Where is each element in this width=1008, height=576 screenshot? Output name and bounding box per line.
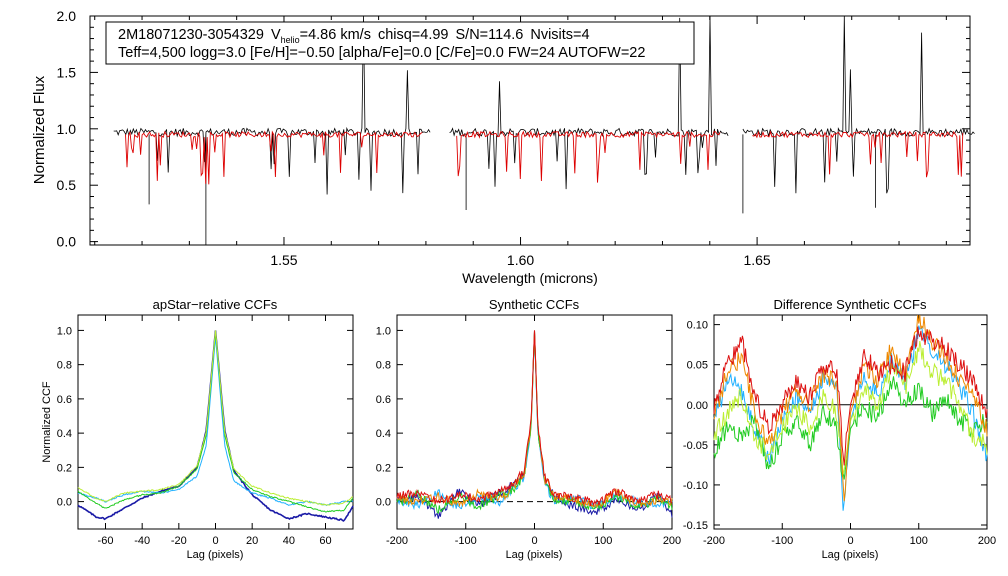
ccf-panel-apstar: apStar−relative CCFs Lag (pixels) Normal… [41, 297, 354, 561]
observed-spectrum-line [113, 15, 975, 245]
ccf-series-line [77, 337, 354, 507]
ccf-xtick-label: -200 [386, 535, 408, 547]
ccf-xlabel: Lag (pixels) [187, 549, 244, 561]
ccf-xlabel: Lag (pixels) [506, 549, 563, 561]
ccf-ytick-label: -0.15 [683, 520, 708, 532]
ccf-ytick-label: 0.0 [376, 497, 391, 509]
ccf-ytick-label: 0.10 [687, 320, 708, 332]
ccf-series-line [77, 332, 354, 513]
vhelio-subscript: helio [281, 35, 300, 45]
spectrum-ytick-label: 2.0 [57, 8, 77, 24]
spectrum-ytick-label: 1.0 [57, 121, 77, 137]
ccf-series-line [713, 341, 988, 475]
spectrum-lines [113, 15, 975, 245]
info-box-frame [105, 21, 695, 65]
info-line-1: 2M18071230-3054329 Vhelio=4.86 km/s chisq=… [118, 27, 590, 45]
ccf-ylabel: Normalized CCF [41, 381, 53, 463]
ccf-ytick-label: 0.4 [57, 428, 72, 440]
ccf-xtick-label: -100 [771, 535, 793, 547]
ccf-series-line [713, 314, 988, 502]
ccf-lines [713, 314, 988, 511]
chisq-value: chisq=4.99 [378, 27, 449, 43]
star-id: 2M18071230-3054329 [118, 27, 264, 43]
ccf-ticks [78, 315, 353, 529]
ccf-series-line [77, 330, 354, 522]
spectrum-info-box: 2M18071230-3054329 Vhelio=4.86 km/s chisq=… [105, 21, 695, 65]
ccf-xtick-label: -20 [171, 535, 187, 547]
ccf-xtick-label: -100 [455, 535, 477, 547]
ccf-xtick-label: -40 [134, 535, 150, 547]
ccf-xtick-label: 20 [246, 535, 258, 547]
ccf-title: Difference Synthetic CCFs [774, 297, 927, 312]
ccf-xtick-label: 100 [594, 535, 612, 547]
ccf-series-line [713, 326, 988, 466]
ccf-tick-labels: -200 -100 0 100 200 0.0 0.2 0.4 0.6 0.8 1.0 [376, 325, 681, 547]
ccf-ytick-label: 0.4 [376, 428, 391, 440]
ccf-xtick-label: 0 [847, 535, 853, 547]
spectrum-xlabel: Wavelength (microns) [462, 270, 598, 286]
ccf-ytick-label: 0.2 [57, 462, 72, 474]
ccf-ytick-label: 0.6 [376, 394, 391, 406]
ccf-xtick-label: 200 [663, 535, 681, 547]
spectrum-xtick-label: 1.55 [270, 252, 297, 268]
ccf-ytick-label: 0.0 [57, 497, 72, 509]
ccf-xtick-label: 0 [531, 535, 537, 547]
spectrum-xtick-label: 1.65 [743, 252, 770, 268]
ccf-xtick-label: -200 [703, 535, 725, 547]
stellar-params-line: Teff=4,500 logg=3.0 [Fe/H]=−0.50 [alpha/… [118, 45, 645, 61]
model-spectrum-line [125, 130, 964, 185]
spectrum-ytick-label: 0.5 [57, 177, 77, 193]
spectrum-ylabel: Normalized Flux [31, 75, 48, 184]
ccf-panel-synthetic: Synthetic CCFs Lag (pixels) -200 -100 0 100… [376, 297, 681, 561]
ccf-series-line [77, 330, 354, 506]
spectrum-frame [89, 15, 971, 246]
ccf-series-line [396, 330, 672, 507]
ccf-ytick-label: -0.05 [683, 440, 708, 452]
ccf-ytick-label: 0.00 [687, 400, 708, 412]
ccf-title: Synthetic CCFs [489, 297, 580, 312]
ccf-ytick-label: 0.8 [57, 360, 72, 372]
ccf-ytick-label: 0.05 [687, 360, 708, 372]
ccf-title: apStar−relative CCFs [153, 297, 278, 312]
ccf-xtick-label: 0 [212, 535, 218, 547]
vhelio-value: =4.86 km/s [300, 27, 371, 43]
ccf-series-line [396, 330, 673, 509]
ccf-xtick-label: 40 [283, 535, 295, 547]
ccf-ytick-label: -0.10 [683, 480, 708, 492]
vhelio-prefix: V [271, 27, 281, 43]
spectrum-ytick-label: 0.0 [57, 234, 77, 250]
snr-value: S/N=114.6 [456, 27, 524, 43]
ccf-xtick-label: 60 [319, 535, 331, 547]
ccf-panel-difference: Difference Synthetic CCFs Lag (pixels) -… [683, 297, 996, 561]
ccf-ytick-label: 0.8 [376, 360, 391, 372]
ccf-series-line [713, 376, 988, 480]
ccf-xlabel: Lag (pixels) [822, 549, 879, 561]
ccf-series-line [396, 332, 673, 515]
ccf-ytick-label: 1.0 [376, 325, 391, 337]
ccf-lines [77, 330, 354, 522]
ccf-ytick-label: 0.6 [57, 394, 72, 406]
ccf-ytick-label: 1.0 [57, 325, 72, 337]
ccf-ytick-label: 0.2 [376, 462, 391, 474]
spectrum-xtick-label: 1.60 [507, 252, 534, 268]
ccf-xtick-label: 200 [978, 535, 996, 547]
nvisits-value: Nvisits=4 [530, 27, 589, 43]
ccf-xtick-label: -60 [98, 535, 114, 547]
ccf-tick-labels: -200 -100 0 100 200 -0.15 -0.10 -0.05 0.00 0.05 0.… [683, 320, 996, 547]
spectrum-ytick-label: 1.5 [57, 64, 77, 80]
ccf-series-line [396, 333, 673, 511]
ccf-tick-labels: -60 -40 -20 0 20 40 60 0.0 0.2 0.4 0.6 0.8 1.0 [57, 325, 332, 547]
ccf-xtick-label: 100 [910, 535, 928, 547]
ccf-lines [396, 330, 673, 519]
spectrum-panel: 0.0 0.5 1.0 1.5 2.0 1.55 1.60 1.65 Wavel… [31, 8, 975, 286]
